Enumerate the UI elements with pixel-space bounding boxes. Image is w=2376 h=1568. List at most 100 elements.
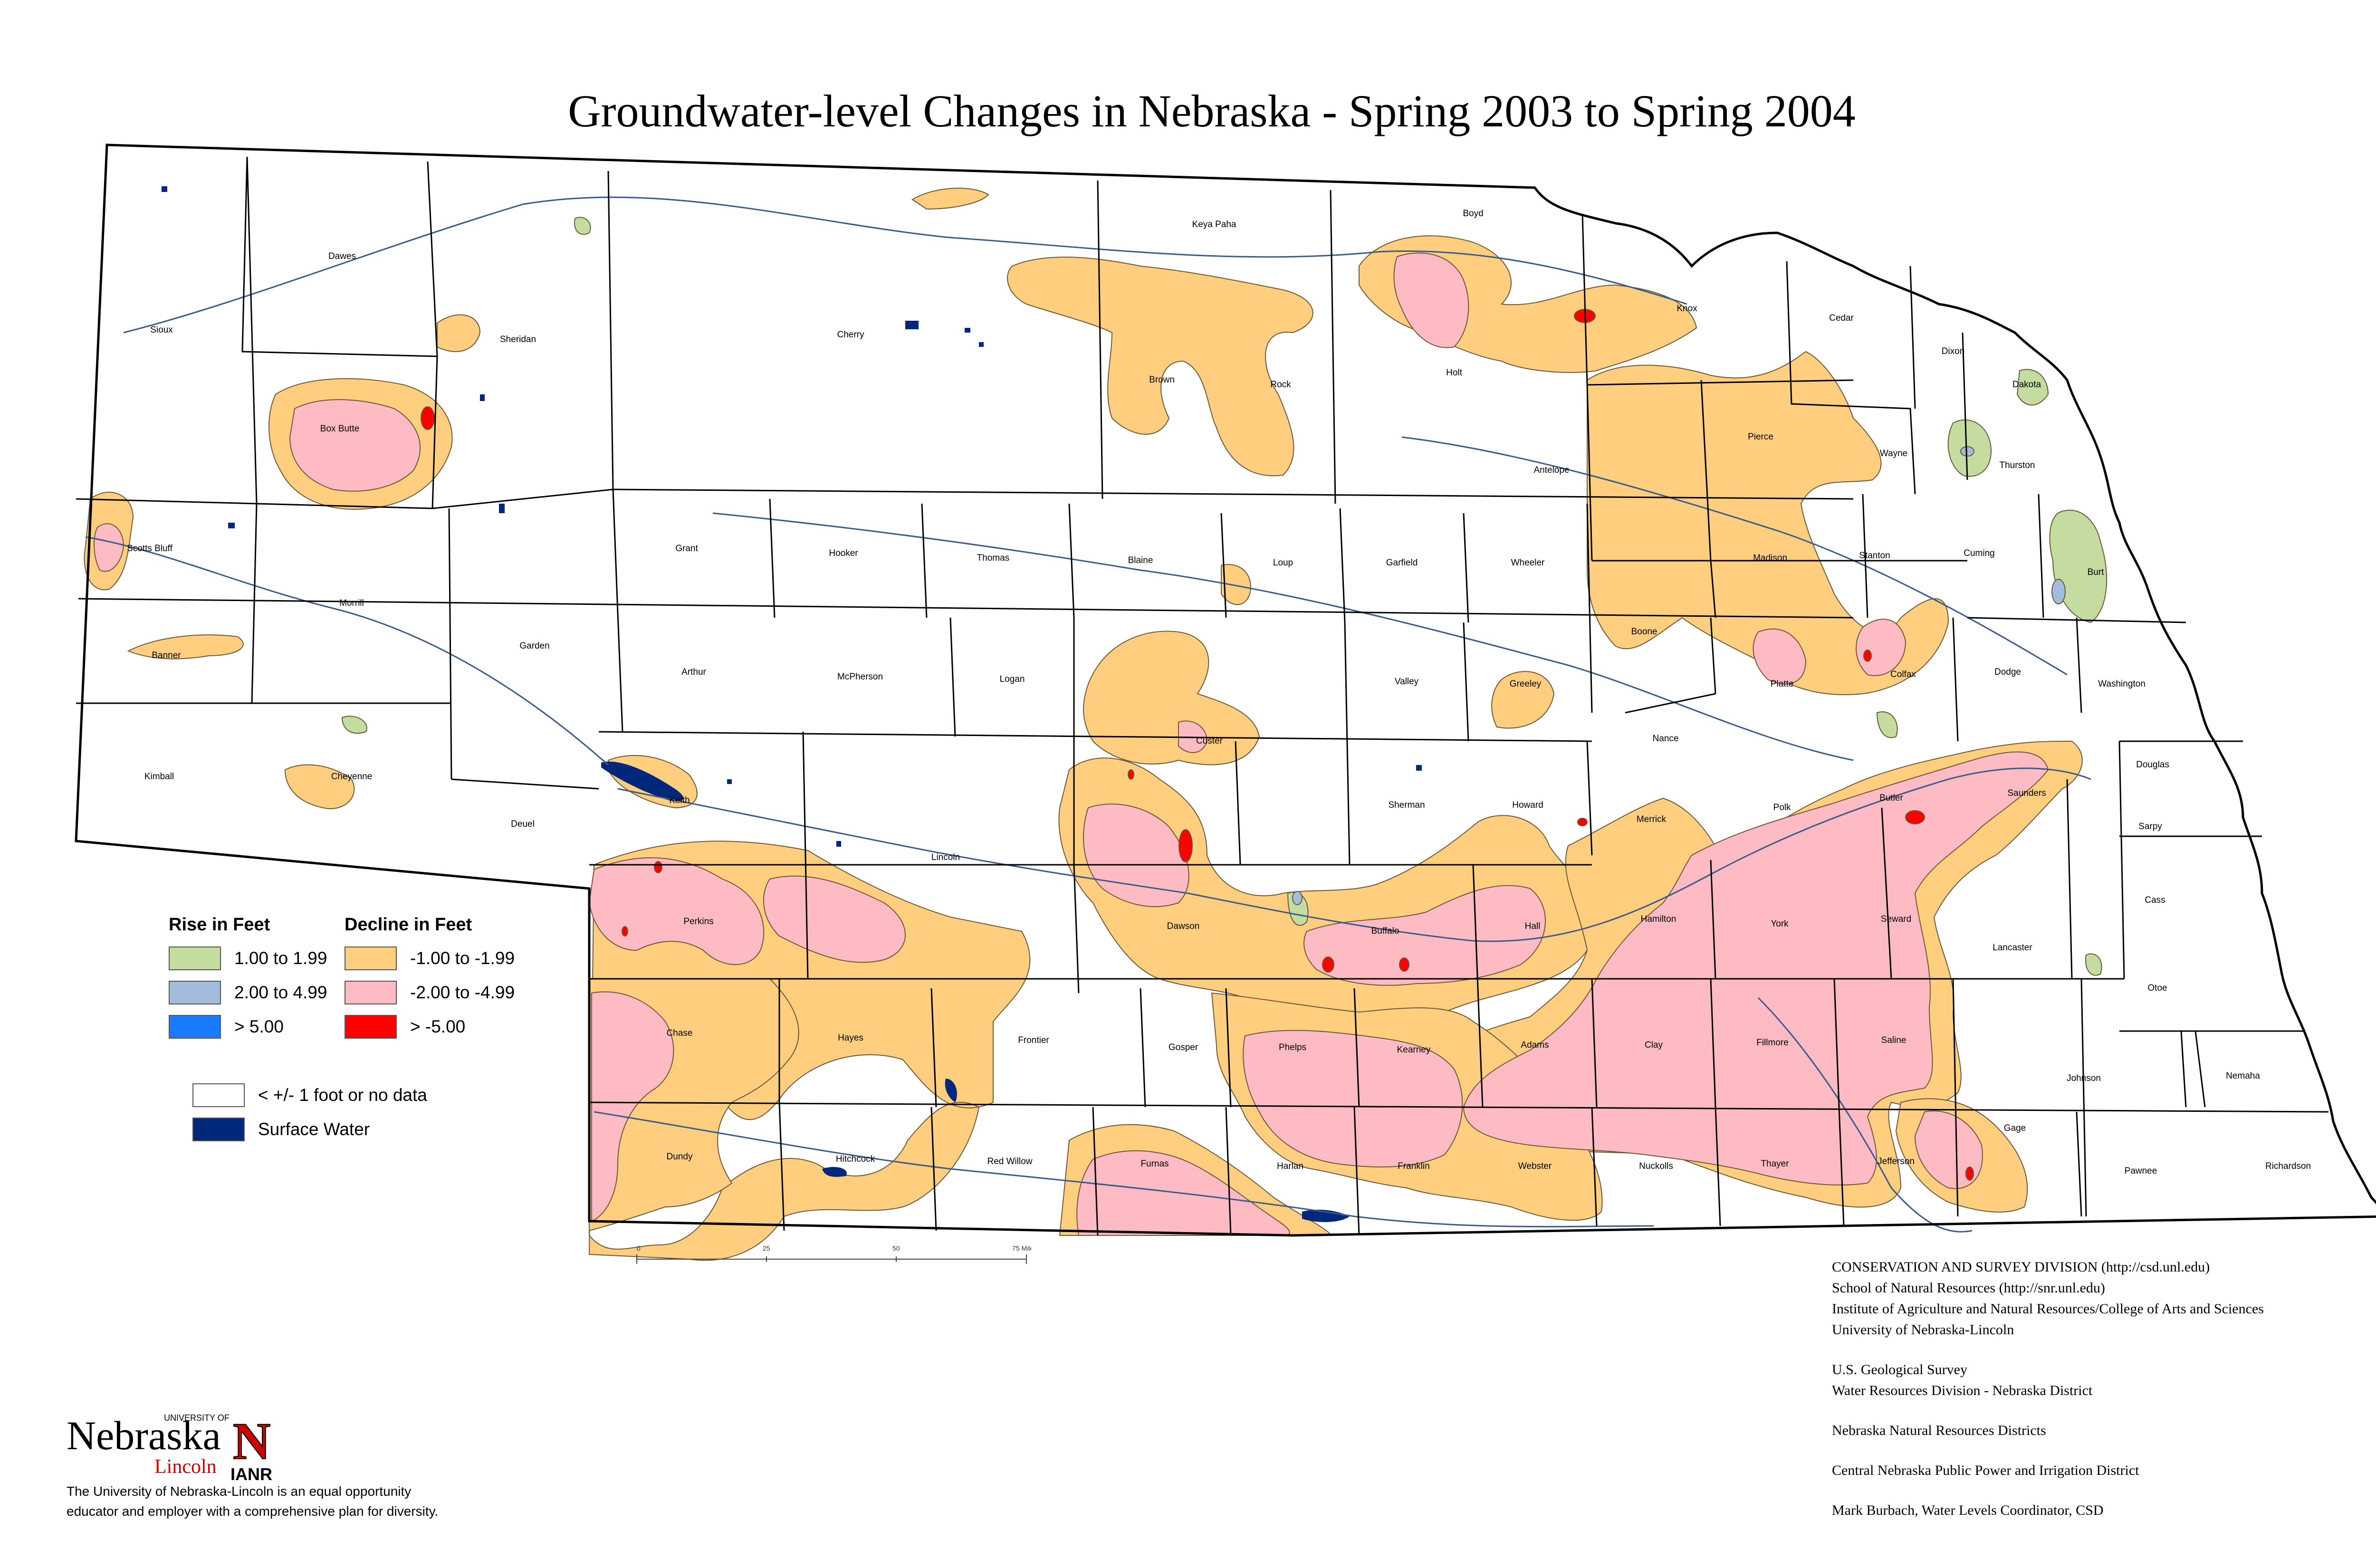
credit-line: Institute of Agriculture and Natural Res… bbox=[1832, 1301, 2264, 1317]
county-label-arthur: Arthur bbox=[681, 667, 706, 677]
legend-rise: Rise in Feet 1.00 to 1.99 2.00 to 4.99 >… bbox=[169, 915, 327, 1049]
county-label-sheridan: Sheridan bbox=[500, 335, 536, 344]
severe-decline-zone-east bbox=[1463, 751, 2049, 1186]
state-outline bbox=[75, 143, 2376, 1237]
county-label-cedar: Cedar bbox=[1829, 313, 1854, 323]
county-label-harlan: Harlan bbox=[1277, 1161, 1303, 1171]
county-label-holt: Holt bbox=[1446, 368, 1463, 378]
scale-bar: 0 25 50 75 Miles bbox=[636, 1244, 1031, 1264]
county-label-wheeler: Wheeler bbox=[1511, 558, 1545, 568]
severe-decline-zone-jefferson bbox=[1914, 1110, 1983, 1189]
county-label-cheyenne: Cheyenne bbox=[331, 772, 373, 782]
credit-group-csd: CONSERVATION AND SURVEY DIVISION (http:/… bbox=[1832, 1257, 2264, 1340]
county-label-morrill: Morrill bbox=[339, 598, 364, 608]
rivers bbox=[85, 196, 2091, 1233]
county-label-cherry: Cherry bbox=[837, 330, 864, 340]
republican-river bbox=[594, 1111, 1654, 1228]
decline-zone-custer bbox=[1083, 631, 1260, 765]
credit-group-nrd: Nebraska Natural Resources Districts bbox=[1832, 1420, 2264, 1441]
platte-river bbox=[617, 767, 2091, 942]
county-label-nemaha: Nemaha bbox=[2226, 1071, 2260, 1081]
county-label-grant: Grant bbox=[675, 544, 698, 554]
county-label-thomas: Thomas bbox=[977, 553, 1010, 563]
legend-label: -1.00 to -1.99 bbox=[410, 948, 515, 968]
decline-zone-sheridan bbox=[437, 314, 481, 352]
county-label-dawes: Dawes bbox=[328, 251, 356, 261]
eo-line: The University of Nebraska-Lincoln is an… bbox=[67, 1484, 412, 1499]
county-label-garfield: Garfield bbox=[1386, 558, 1418, 568]
county-label-frontier: Frontier bbox=[1018, 1035, 1049, 1045]
county-label-wayne: Wayne bbox=[1880, 449, 1907, 459]
county-boundaries bbox=[75, 143, 2376, 1237]
credit-line: School of Natural Resources (http://snr.… bbox=[1832, 1280, 2105, 1296]
county-label-logan: Logan bbox=[1000, 674, 1025, 684]
equal-opportunity-statement: The University of Nebraska-Lincoln is an… bbox=[67, 1482, 438, 1521]
county-label-york: York bbox=[1771, 919, 1789, 929]
county-label-phelps: Phelps bbox=[1279, 1042, 1306, 1052]
county-label-thurston: Thurston bbox=[2000, 460, 2035, 470]
logo-lincoln: Lincoln bbox=[154, 1456, 217, 1478]
decline-zone-banner bbox=[127, 634, 244, 660]
county-label-chase: Chase bbox=[667, 1028, 693, 1038]
county-label-dakota: Dakota bbox=[2012, 380, 2041, 390]
county-label-valley: Valley bbox=[1395, 677, 1419, 687]
credit-group-usgs: U.S. Geological Survey Water Resources D… bbox=[1832, 1359, 2264, 1401]
credit-line: CONSERVATION AND SURVEY DIVISION (http:/… bbox=[1832, 1259, 2210, 1275]
legend-label: Surface Water bbox=[258, 1119, 370, 1139]
legend-label: > -5.00 bbox=[410, 1017, 466, 1036]
legend-rise-title: Rise in Feet bbox=[169, 915, 270, 935]
county-label-jefferson: Jefferson bbox=[1878, 1157, 1915, 1166]
extreme-decline-spots bbox=[421, 309, 1974, 1181]
scale-tick-label: 0 bbox=[637, 1244, 641, 1252]
county-label-mcpherson: McPherson bbox=[837, 672, 883, 682]
county-labels: Sioux Dawes Sheridan Cherry Keya Paha Boyd Bro… bbox=[127, 209, 2311, 1176]
scale-tick-label: 50 bbox=[892, 1244, 900, 1252]
logo-nebraska: Nebraska bbox=[67, 1413, 221, 1458]
scale-tick-label: 75 Miles bbox=[1012, 1244, 1031, 1252]
county-label-cuming: Cuming bbox=[1964, 548, 1994, 558]
north-platte-river bbox=[85, 536, 609, 766]
county-label-perkins: Perkins bbox=[683, 917, 713, 927]
legend-swatch bbox=[169, 947, 221, 970]
severe-decline-zone-holt bbox=[1393, 252, 1469, 348]
legend-decline: Decline in Feet -1.00 to -1.99 -2.00 to … bbox=[345, 915, 515, 1049]
county-label-colfax: Colfax bbox=[1890, 669, 1916, 679]
decline-zone-loup bbox=[1221, 564, 1251, 605]
logo-university-of: UNIVERSITY OF bbox=[164, 1413, 230, 1423]
credit-group-coordinator: Mark Burbach, Water Levels Coordinator, … bbox=[1832, 1500, 2264, 1521]
county-label-red-willow: Red Willow bbox=[987, 1157, 1032, 1166]
county-label-clay: Clay bbox=[1645, 1040, 1663, 1050]
map-title: Groundwater-level Changes in Nebraska - … bbox=[568, 86, 1856, 136]
county-label-lincoln: Lincoln bbox=[931, 852, 960, 862]
legend-label: 2.00 to 4.99 bbox=[234, 983, 327, 1002]
county-label-richardson: Richardson bbox=[2265, 1161, 2311, 1171]
enders-reservoir bbox=[822, 1166, 847, 1177]
county-label-otoe: Otoe bbox=[2147, 983, 2167, 993]
credit-line: Water Resources Division - Nebraska Dist… bbox=[1832, 1383, 2093, 1398]
legend-swatch bbox=[192, 1083, 245, 1107]
big-blue-river bbox=[1757, 997, 1973, 1233]
county-label-madison: Madison bbox=[1753, 553, 1787, 563]
county-label-scotts-bluff: Scotts Bluff bbox=[127, 544, 172, 554]
county-label-cass: Cass bbox=[2145, 895, 2165, 905]
swanson-reservoir bbox=[945, 1079, 957, 1102]
groundwater-change-zones bbox=[84, 188, 2108, 1261]
county-label-sherman: Sherman bbox=[1388, 800, 1425, 810]
county-label-seward: Seward bbox=[1881, 914, 1911, 924]
county-label-pawnee: Pawnee bbox=[2125, 1166, 2157, 1176]
county-label-blaine: Blaine bbox=[1128, 555, 1153, 565]
credit-line: Central Nebraska Public Power and Irriga… bbox=[1832, 1463, 2139, 1478]
severe-decline-zone-perkins-east bbox=[763, 875, 906, 963]
credit-line: U.S. Geological Survey bbox=[1832, 1362, 1967, 1377]
county-label-merrick: Merrick bbox=[1637, 814, 1667, 824]
county-label-saline: Saline bbox=[1881, 1035, 1907, 1045]
county-label-saunders: Saunders bbox=[2007, 788, 2046, 798]
credit-line: Nebraska Natural Resources Districts bbox=[1832, 1423, 2046, 1438]
county-label-pierce: Pierce bbox=[1748, 432, 1773, 442]
legend-rise-row-1: 1.00 to 1.99 bbox=[169, 947, 327, 970]
county-label-stanton: Stanton bbox=[1859, 551, 1890, 561]
county-label-burt: Burt bbox=[2088, 567, 2105, 577]
surface-water-features bbox=[162, 186, 1422, 1222]
county-label-adams: Adams bbox=[1521, 1040, 1549, 1050]
legend-rise-row-2: 2.00 to 4.99 bbox=[169, 981, 327, 1004]
